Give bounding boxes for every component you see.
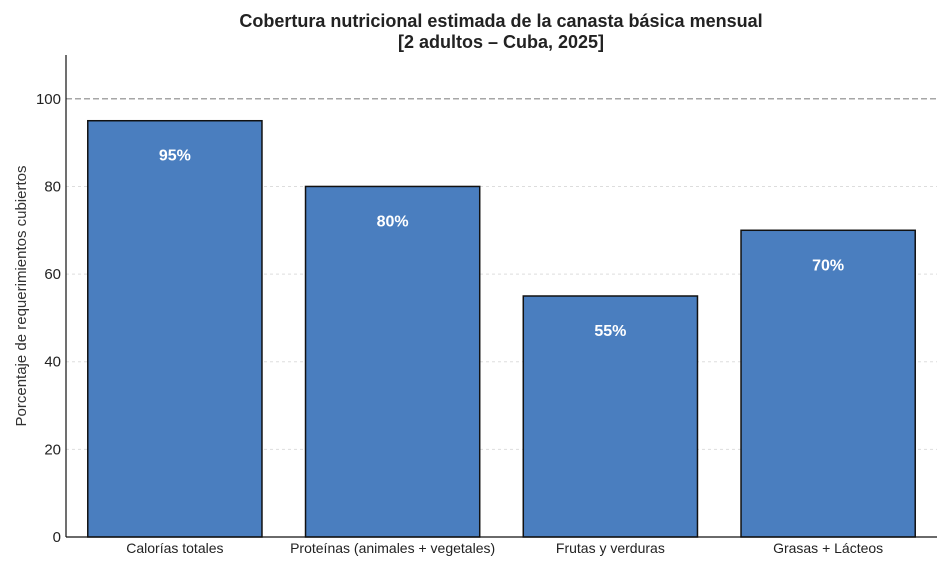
bar-data-label: 80% [377, 213, 409, 230]
y-tick-label: 100 [36, 91, 61, 108]
bar [740, 229, 916, 538]
x-tick-label: Calorías totales [126, 540, 223, 556]
y-axis-title: Porcentaje de requerimientos cubiertos [13, 166, 30, 427]
bar [522, 295, 699, 538]
y-tick-label: 20 [44, 441, 61, 458]
bar [304, 185, 481, 538]
y-tick-label: 40 [44, 354, 61, 371]
y-tick-label: 60 [44, 266, 61, 283]
y-tick-label: 80 [44, 178, 61, 195]
x-tick-label: Frutas y verduras [556, 540, 665, 556]
x-tick-labels: Calorías totales Proteínas (animales + ve… [126, 540, 883, 556]
bar [87, 119, 263, 538]
bar-data-label: 55% [594, 323, 626, 340]
bars: 95% 80% 55% 70% [87, 119, 916, 538]
bar-data-label: 70% [812, 257, 844, 274]
chart-title: Cobertura nutricional estimada de la can… [239, 11, 762, 31]
x-tick-label: Grasas + Lácteos [773, 540, 883, 556]
y-tick-label: 0 [53, 529, 61, 546]
chart-subtitle: [2 adultos – Cuba, 2025] [398, 32, 604, 52]
y-tick-labels: 0 20 40 60 80 100 [36, 91, 61, 546]
bar-data-label: 95% [159, 148, 191, 165]
axes [65, 55, 937, 538]
x-tick-label: Proteínas (animales + vegetales) [290, 540, 495, 556]
